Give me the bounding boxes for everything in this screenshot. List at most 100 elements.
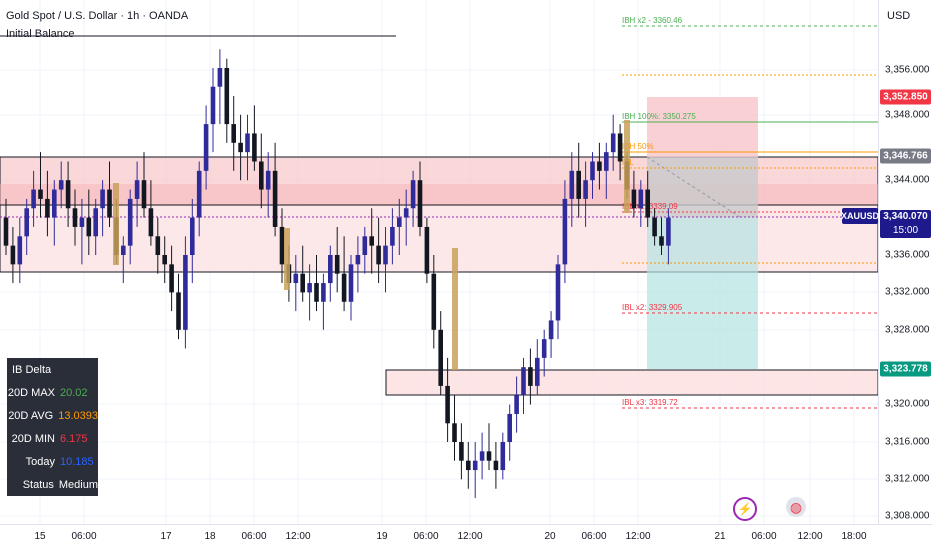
candle-body bbox=[245, 133, 250, 153]
candle-body bbox=[521, 367, 526, 396]
candle-body bbox=[617, 133, 623, 162]
time-tick: 06:00 bbox=[751, 531, 777, 542]
candle-body bbox=[141, 180, 147, 209]
time-tick: 18:00 bbox=[841, 531, 867, 542]
candle-body bbox=[279, 226, 285, 265]
ib-delta-key: 20D MIN bbox=[11, 432, 55, 445]
price-tick: 3,344.000 bbox=[885, 174, 930, 186]
price-tick: 3,348.000 bbox=[885, 109, 930, 121]
time-tick: 15 bbox=[34, 531, 46, 542]
candle-body bbox=[562, 198, 568, 265]
candle-body bbox=[638, 189, 644, 209]
candle-body bbox=[355, 255, 361, 265]
price-tick: 3,336.000 bbox=[885, 249, 930, 261]
trade-path-line bbox=[646, 156, 741, 218]
candle-body bbox=[631, 189, 637, 209]
candle-body bbox=[597, 161, 602, 171]
ib-level-label: IBL x1: 3339.09 bbox=[622, 202, 678, 211]
candle-body bbox=[493, 460, 499, 471]
candle-body bbox=[196, 170, 202, 218]
candle-body bbox=[314, 283, 319, 302]
candle-body bbox=[155, 236, 161, 255]
price-label-gray: 3,346.766 bbox=[880, 148, 931, 164]
candle-body bbox=[272, 170, 278, 227]
lightning-icon[interactable]: ⚡ bbox=[733, 497, 757, 521]
candle-body bbox=[424, 226, 430, 274]
price-tick: 3,328.000 bbox=[885, 324, 930, 336]
current-price-label: 3,340.070 15:00 bbox=[880, 210, 931, 238]
ib-level-label: IBL x3: 3319.72 bbox=[622, 398, 678, 407]
candle-body bbox=[541, 339, 547, 358]
ib-level-label: IBL x2: 3329.905 bbox=[622, 303, 683, 312]
candle-body bbox=[58, 180, 64, 190]
candle-body bbox=[514, 395, 519, 414]
ib-delta-row: 20D AVG 13.0393 bbox=[7, 404, 98, 427]
ib-level-label: IBH 100%: 3350.275 bbox=[622, 112, 696, 121]
ib-delta-key: 20D MAX bbox=[7, 386, 55, 399]
entry-zone bbox=[647, 157, 758, 217]
candle-body bbox=[610, 133, 616, 153]
candle-body bbox=[376, 245, 381, 265]
ib-level-label: IBH x2 - 3360.46 bbox=[622, 16, 683, 25]
candle-body bbox=[479, 451, 485, 461]
demand-zone bbox=[385, 369, 878, 396]
price-label-red: 3,352.850 bbox=[880, 89, 931, 105]
currency-label[interactable]: USD bbox=[887, 10, 911, 22]
candle-body bbox=[10, 245, 16, 265]
candle-body bbox=[210, 86, 216, 125]
time-tick: 06:00 bbox=[581, 531, 607, 542]
bar-countdown: 15:00 bbox=[892, 225, 919, 236]
time-tick: 06:00 bbox=[71, 531, 97, 542]
candle-body bbox=[417, 180, 423, 227]
ib-delta-header: IB Delta bbox=[7, 358, 98, 381]
candle-body bbox=[238, 142, 243, 153]
ib-delta-value: 20.02 bbox=[60, 386, 88, 399]
time-axis[interactable]: 15 06:00 17 18 06:00 12:00 19 06:00 12:00 20 06:00… bbox=[0, 524, 932, 551]
candle-body bbox=[659, 236, 664, 246]
time-tick: 06:00 bbox=[241, 531, 267, 542]
indicator-title[interactable]: Initial Balance bbox=[6, 28, 75, 40]
price-axis[interactable]: USD 3,356.0003,348.0003,344.0003,340.000… bbox=[878, 0, 932, 524]
candle-body bbox=[431, 273, 437, 330]
candle-body bbox=[328, 255, 333, 284]
ib-delta-row: 20D MIN 6.175 bbox=[7, 427, 98, 450]
candle-body bbox=[438, 329, 443, 386]
us-flag-icon[interactable]: ◍ bbox=[786, 497, 806, 517]
candle-body bbox=[466, 460, 471, 471]
time-tick: 21 bbox=[714, 531, 726, 542]
candle-body bbox=[576, 170, 581, 199]
ib-delta-value: 13.0393 bbox=[58, 409, 98, 422]
candle-body bbox=[604, 152, 609, 171]
ib-delta-value: 6.175 bbox=[60, 432, 88, 445]
candle-body bbox=[148, 208, 154, 237]
candle-body bbox=[217, 68, 223, 87]
candle-body bbox=[645, 189, 650, 218]
ib-delta-key: Today bbox=[25, 455, 55, 468]
candle-body bbox=[459, 442, 464, 461]
candle-body bbox=[569, 170, 575, 199]
candle-body bbox=[190, 217, 195, 255]
candle-body bbox=[390, 226, 395, 246]
ib-delta-row: Today 10.185 bbox=[7, 450, 98, 473]
time-tick: 12:00 bbox=[625, 531, 651, 542]
current-price-value: 3,340.070 bbox=[883, 211, 928, 222]
candle-body bbox=[38, 189, 43, 199]
candle-body bbox=[259, 161, 264, 190]
chart-canvas[interactable]: IBH x2 - 3360.46 IBH 100%: 3350.275 IBH 50… bbox=[0, 0, 878, 524]
time-tick: 12:00 bbox=[285, 531, 311, 542]
price-tick: 3,312.000 bbox=[885, 473, 930, 485]
candle-body bbox=[203, 124, 209, 171]
time-tick: 20 bbox=[544, 531, 556, 542]
candle-body bbox=[307, 283, 312, 293]
chart-area[interactable]: IBH x2 - 3360.46 IBH 100%: 3350.275 IBH 50… bbox=[0, 0, 878, 524]
candle-body bbox=[100, 189, 105, 209]
candle-body bbox=[252, 133, 257, 162]
candle-body bbox=[500, 442, 506, 471]
candle-body bbox=[52, 189, 57, 218]
candle-body bbox=[535, 357, 540, 386]
time-tick: 06:00 bbox=[413, 531, 439, 542]
price-tick: 3,356.000 bbox=[885, 64, 930, 76]
symbol-title[interactable]: Gold Spot / U.S. Dollar · 1h · OANDA bbox=[6, 10, 189, 22]
highlight-bar bbox=[113, 183, 119, 265]
candle-body bbox=[86, 217, 92, 237]
